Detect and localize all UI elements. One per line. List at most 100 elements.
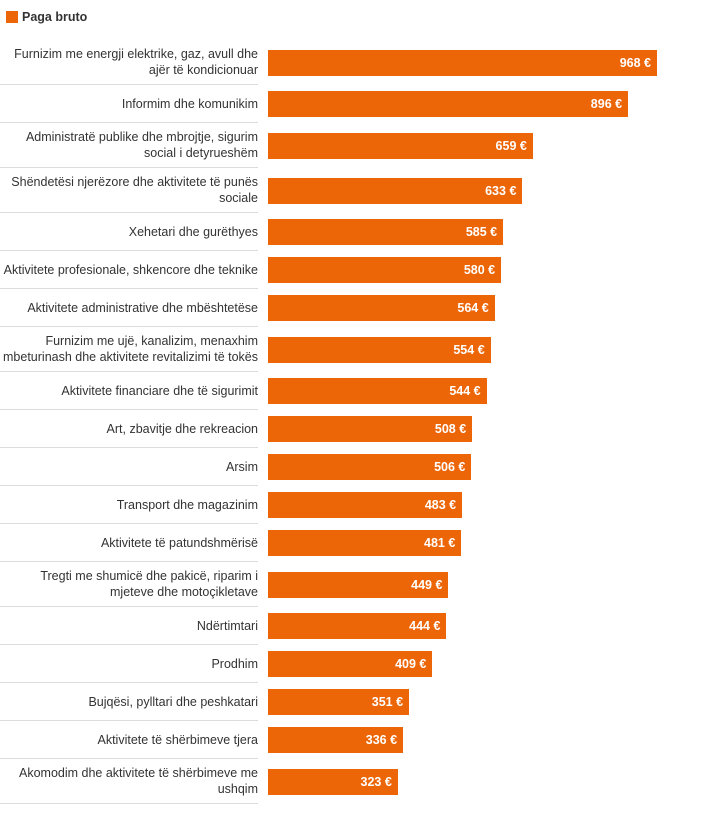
category-label: Aktivitete financiare dhe të sigurimit [61, 383, 258, 398]
bar-row: Tregti me shumicë dhe pakicë, riparim i … [0, 562, 707, 607]
bar-area: 409 € [268, 651, 707, 677]
bar-row: Ndërtimtari 444 € [0, 607, 707, 645]
value-label: 554 € [453, 342, 485, 357]
category-label: Aktivitete të shërbimeve tjera [97, 732, 259, 747]
category-cell: Tregti me shumicë dhe pakicë, riparim i … [0, 562, 258, 607]
bar [268, 132, 533, 159]
category-cell: Aktivitete të shërbimeve tjera [0, 721, 258, 759]
category-cell: Aktivitete financiare dhe të sigurimit [0, 372, 258, 410]
category-cell: Art, zbavitje dhe rekreacion [0, 410, 258, 448]
category-label: Furnizim me energji elektrike, gaz, avul… [14, 47, 258, 77]
category-label: Art, zbavitje dhe rekreacion [106, 421, 258, 436]
bar [268, 219, 504, 245]
bar-row: Furnizim me ujë, kanalizim, menaxhim mbe… [0, 327, 707, 372]
bar [268, 416, 473, 442]
bar-area: 483 € [268, 492, 707, 518]
bar [268, 378, 487, 404]
bar-area: 449 € [268, 571, 707, 598]
value-label: 323 € [360, 774, 392, 789]
category-label: Prodhim [211, 656, 258, 671]
value-label: 444 € [409, 619, 441, 633]
category-label: Shëndetësi njerëzore dhe aktivitete të p… [11, 175, 258, 205]
category-cell: Transport dhe magazinim [0, 486, 258, 524]
bar-row: Bujqësi, pylltari dhe peshkatari 351 € [0, 683, 707, 721]
bar-row: Xehetari dhe gurëthyes 585 € [0, 213, 707, 251]
bar-row: Informim dhe komunikim 896 € [0, 85, 707, 123]
legend: Paga bruto [6, 10, 87, 24]
bar-row: Akomodim dhe aktivitete të shërbimeve me… [0, 759, 707, 804]
category-label: Bujqësi, pylltari dhe peshkatari [88, 694, 258, 709]
bar-row: Shëndetësi njerëzore dhe aktivitete të p… [0, 168, 707, 213]
bar-row: Aktivitete të shërbimeve tjera 336 € [0, 721, 707, 759]
category-cell: Ndërtimtari [0, 607, 258, 645]
category-cell: Prodhim [0, 645, 258, 683]
category-label: Akomodim dhe aktivitete të shërbimeve me… [19, 766, 258, 796]
bar-row: Aktivitete profesionale, shkencore dhe t… [0, 251, 707, 289]
category-label: Transport dhe magazinim [116, 497, 258, 512]
bar [268, 492, 463, 518]
bar [268, 257, 502, 283]
bar-area: 336 € [268, 727, 707, 753]
bar-row: Aktivitete financiare dhe të sigurimit 54… [0, 372, 707, 410]
bar-area: 506 € [268, 454, 707, 480]
bar-area: 508 € [268, 416, 707, 442]
bar-area: 554 € [268, 336, 707, 363]
bar-row: Transport dhe magazinim 483 € [0, 486, 707, 524]
category-label: Tregti me shumicë dhe pakicë, riparim i … [40, 569, 258, 599]
bar [268, 177, 523, 204]
bar [268, 49, 657, 76]
bar [268, 768, 398, 795]
category-cell: Bujqësi, pylltari dhe peshkatari [0, 683, 258, 721]
category-cell: Furnizim me energji elektrike, gaz, avul… [0, 40, 258, 85]
category-label: Xehetari dhe gurëthyes [128, 224, 258, 239]
category-cell: Administratë publike dhe mbrojtje, sigur… [0, 123, 258, 168]
bar-area: 444 € [268, 613, 707, 639]
value-label: 659 € [495, 138, 527, 153]
value-label: 580 € [463, 263, 496, 277]
bar-area: 585 € [268, 219, 707, 245]
bar-area: 564 € [268, 295, 707, 321]
category-label: Informim dhe komunikim [121, 96, 258, 111]
category-label: Ndërtimtari [196, 618, 258, 633]
category-cell: Furnizim me ujë, kanalizim, menaxhim mbe… [0, 327, 258, 372]
value-label: 544 € [449, 384, 481, 398]
category-label: Aktivitete profesionale, shkencore dhe t… [3, 262, 258, 277]
value-label: 409 € [395, 657, 427, 671]
category-cell: Aktivitete administrative dhe mbështetës… [0, 289, 258, 327]
bar [268, 295, 495, 321]
value-label: 506 € [434, 460, 466, 474]
bar [268, 727, 404, 753]
bar [268, 454, 472, 480]
category-cell: Akomodim dhe aktivitete të shërbimeve me… [0, 759, 258, 804]
bar-area: 323 € [268, 768, 707, 795]
bar-row: Administratë publike dhe mbrojtje, sigur… [0, 123, 707, 168]
value-label: 968 € [619, 55, 651, 70]
value-label: 585 € [465, 225, 498, 239]
value-label: 481 € [424, 536, 456, 550]
category-cell: Aktivitete profesionale, shkencore dhe t… [0, 251, 258, 289]
bar-area: 968 € [268, 49, 707, 76]
bar-row: Art, zbavitje dhe rekreacion 508 € [0, 410, 707, 448]
value-label: 483 € [424, 498, 457, 512]
bar-area: 659 € [268, 132, 707, 159]
bar-row: Arsim 506 € [0, 448, 707, 486]
value-label: 896 € [590, 97, 623, 111]
category-label: Administratë publike dhe mbrojtje, sigur… [25, 130, 258, 160]
category-label: Aktivitete të patundshmërisë [100, 535, 258, 550]
value-label: 633 € [485, 183, 517, 198]
category-cell: Shëndetësi njerëzore dhe aktivitete të p… [0, 168, 258, 213]
bar-area: 896 € [268, 91, 707, 117]
bar-area: 580 € [268, 257, 707, 283]
bar-area: 481 € [268, 530, 707, 556]
bar [268, 571, 449, 598]
value-label: 508 € [434, 422, 467, 436]
bar-row: Prodhim 409 € [0, 645, 707, 683]
bar-area: 544 € [268, 378, 707, 404]
bar-row: Aktivitete administrative dhe mbështetës… [0, 289, 707, 327]
value-label: 564 € [457, 301, 489, 315]
category-label: Furnizim me ujë, kanalizim, menaxhim mbe… [3, 334, 258, 364]
value-label: 351 € [371, 695, 404, 709]
category-cell: Xehetari dhe gurëthyes [0, 213, 258, 251]
legend-swatch [6, 11, 18, 23]
